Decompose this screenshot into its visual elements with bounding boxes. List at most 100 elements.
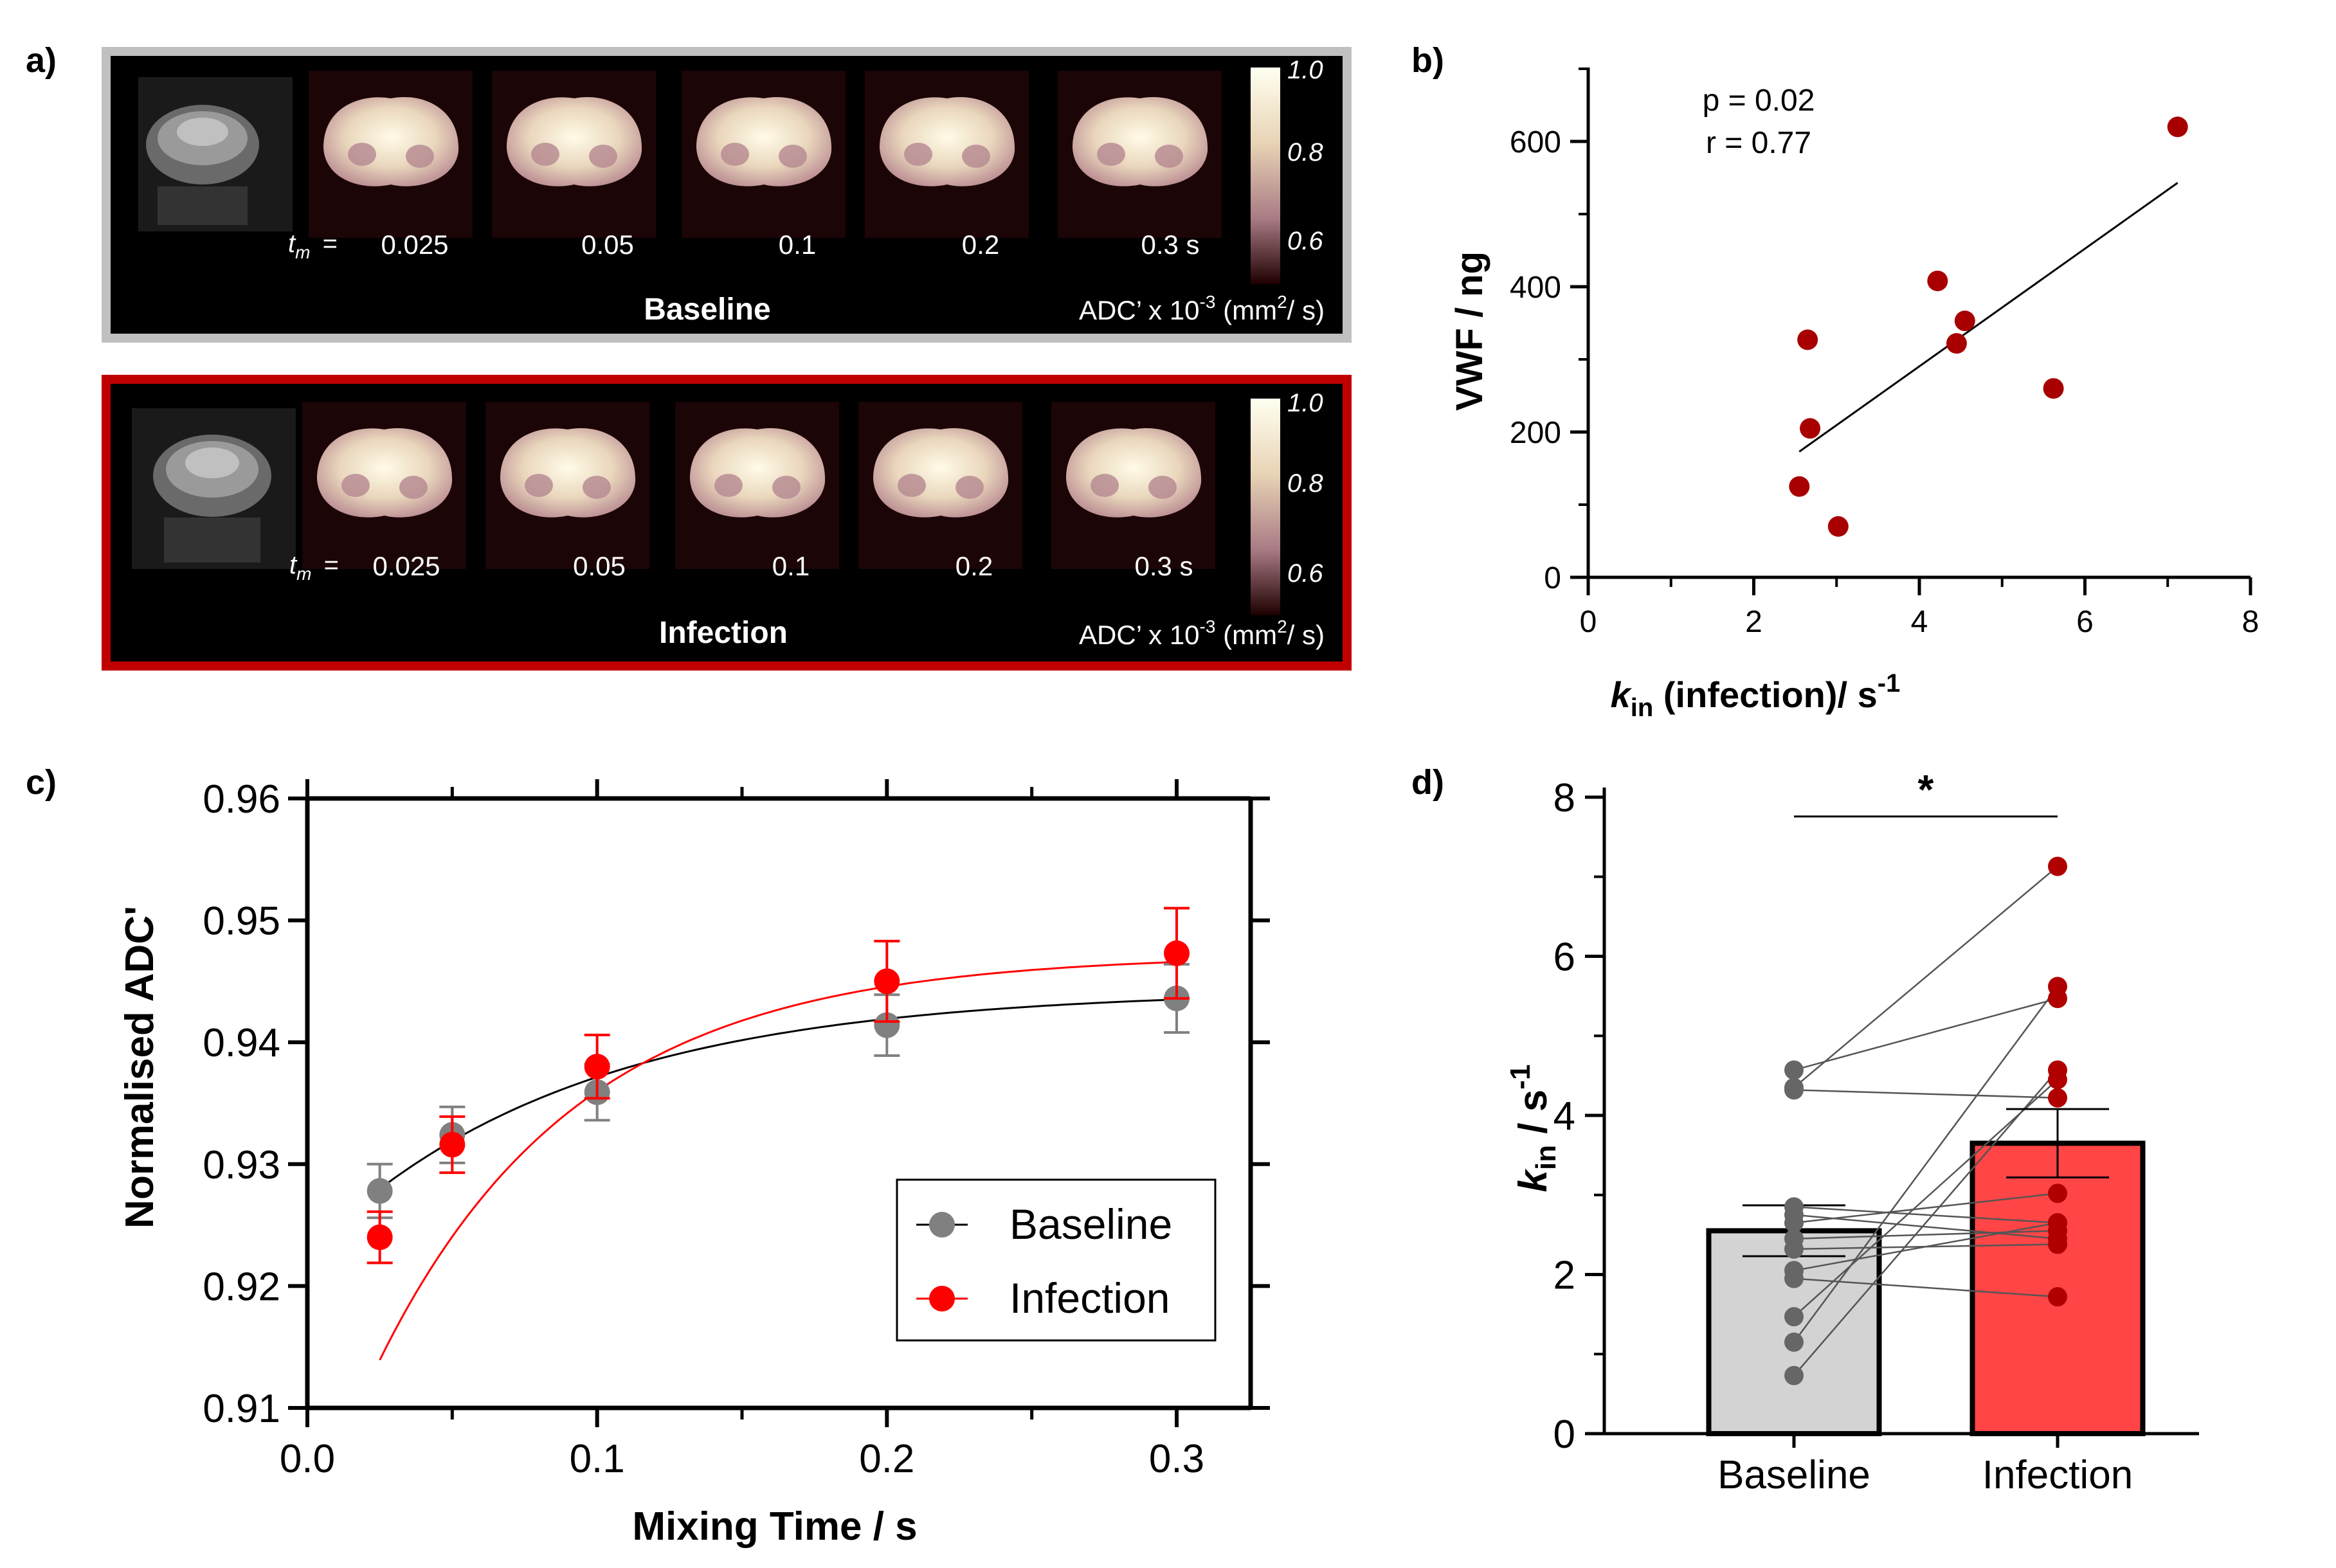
- mixing-time-label: 0.05: [573, 551, 626, 581]
- scatter-point: [1800, 418, 1821, 439]
- adc-map-region: [525, 474, 553, 497]
- adc-map-region: [583, 476, 611, 499]
- y-tick-label: 0.92: [203, 1265, 280, 1309]
- adc-map-brain-slice: [696, 96, 832, 186]
- adc-map-brain-slice: [1066, 428, 1202, 518]
- y-tick-label: 2: [1553, 1254, 1575, 1298]
- adc-map-region: [955, 476, 984, 499]
- y-tick-label: 0.96: [203, 777, 280, 822]
- adc-map-region: [721, 143, 749, 166]
- bar-chart: kin / s-1 0 2 4 6 8 Baseline Infection *: [1505, 766, 2199, 1497]
- adc-map-region: [904, 143, 932, 166]
- baseline-adc-maps: [309, 71, 1222, 238]
- y-tick-label: 400: [1510, 271, 1561, 305]
- r-value-annotation: r = 0.77: [1706, 126, 1811, 160]
- legend-marker: [929, 1286, 955, 1311]
- data-point-infection: [584, 1054, 610, 1080]
- x-axis-label: Mixing Time / s: [632, 1504, 917, 1549]
- paired-line: [1793, 1230, 2058, 1240]
- paired-line: [1793, 865, 2058, 1088]
- data-point-baseline: [1784, 1080, 1804, 1100]
- adc-map-region: [531, 143, 559, 166]
- data-point-baseline: [1784, 1268, 1804, 1288]
- fit-curve-infection: [379, 960, 1177, 1361]
- adc-map-region: [1148, 476, 1177, 499]
- legend-label: Baseline: [1010, 1200, 1172, 1248]
- scatter-point: [1954, 311, 1975, 332]
- infection-adc-maps: [302, 402, 1215, 569]
- data-point-infection: [874, 968, 900, 995]
- colorbar-tick: 1.0: [1287, 56, 1323, 84]
- mixing-time-label: 0.2: [962, 230, 999, 260]
- data-point-infection: [2048, 1088, 2067, 1108]
- y-axis-label: VWF / ng: [1449, 251, 1490, 411]
- adc-map-brain-slice: [880, 96, 1015, 186]
- x-tick-label: 0.1: [570, 1437, 625, 1481]
- panel-b-label: b): [1411, 41, 1444, 80]
- paired-line: [1793, 1089, 2058, 1099]
- data-point-baseline: [1784, 1307, 1804, 1327]
- colorbar-tick: 1.0: [1287, 389, 1323, 417]
- x-tick-label: 6: [2076, 605, 2094, 639]
- colorbar-tick: 0.8: [1287, 469, 1323, 498]
- regression-line: [1798, 182, 2178, 453]
- x-tick-label: 0: [1580, 605, 1597, 639]
- legend-box: [896, 1178, 1217, 1342]
- mixing-time-label: 0.2: [955, 551, 993, 581]
- colorbar-tick: 0.6: [1287, 227, 1323, 255]
- adc-map-brain-slice: [507, 96, 642, 186]
- scatter-point: [1797, 329, 1818, 350]
- mixing-time-label: 0.1: [779, 230, 816, 260]
- panel-d-label: d): [1411, 763, 1444, 802]
- y-tick-label: 0.91: [203, 1387, 280, 1431]
- y-tick-label: 0.94: [203, 1021, 280, 1065]
- infection-anatomical-scan: [132, 408, 296, 569]
- tm-label: tm =: [288, 230, 338, 262]
- data-point-baseline: [874, 1012, 900, 1038]
- adc-map-region: [1091, 474, 1119, 497]
- scatter-point: [1946, 333, 1967, 354]
- mixing-time-label: 0.1: [772, 551, 810, 581]
- panel-a-label: a): [26, 41, 57, 80]
- paired-line: [1793, 1079, 2058, 1318]
- data-point-infection: [2048, 977, 2067, 996]
- legend-marker: [929, 1212, 955, 1238]
- mixing-time-label: 0.025: [372, 551, 440, 581]
- y-tick-label: 0.95: [203, 899, 280, 944]
- data-point-baseline: [1784, 1239, 1804, 1259]
- fit-curve-baseline: [379, 998, 1177, 1190]
- data-point-baseline: [1784, 1213, 1804, 1233]
- row-title: Infection: [659, 616, 788, 650]
- adc-map-region: [1097, 143, 1125, 166]
- adc-map-region: [898, 474, 926, 497]
- scatter-point: [1927, 270, 1948, 291]
- x-tick-label: 0.0: [280, 1437, 335, 1481]
- panel-c-label: c): [26, 763, 57, 802]
- adc-map-region: [714, 474, 743, 497]
- data-point-baseline: [367, 1178, 393, 1204]
- adc-map-region: [341, 474, 370, 497]
- baseline-colorbar: 1.0 0.8 0.6: [1251, 56, 1323, 284]
- y-axis-label: Normalised ADC': [118, 906, 162, 1229]
- data-point-baseline: [1784, 1060, 1804, 1080]
- data-point-infection: [2048, 1287, 2067, 1307]
- mixing-time-label: 0.025: [381, 230, 448, 260]
- mixing-time-label: 0.3 s: [1134, 551, 1193, 581]
- data-point-infection: [2048, 1060, 2067, 1080]
- data-point-infection: [2048, 1234, 2067, 1254]
- scatter-chart: p = 0.02 r = 0.77 VWF / ng kin (infectio…: [1449, 68, 2259, 722]
- data-point-infection: [2048, 1213, 2067, 1233]
- paired-line: [1793, 1193, 2058, 1224]
- adc-map-region: [779, 145, 807, 168]
- p-value-annotation: p = 0.02: [1703, 84, 1815, 118]
- x-axis-label: kin (infection)/ s-1: [1611, 669, 1901, 722]
- data-point-infection: [2048, 1184, 2067, 1203]
- infection-image-panel: 1.0 0.8 0.6 tm = 0.025 0.05 0.1 0.2 0.3 …: [102, 375, 1352, 671]
- data-point-baseline: [1784, 1365, 1804, 1385]
- paired-line: [1793, 1069, 2058, 1376]
- scatter-point: [1789, 476, 1810, 497]
- colorbar: [1251, 68, 1280, 284]
- y-tick-label: 0.93: [203, 1143, 280, 1187]
- x-tick-label: 4: [1911, 605, 1928, 639]
